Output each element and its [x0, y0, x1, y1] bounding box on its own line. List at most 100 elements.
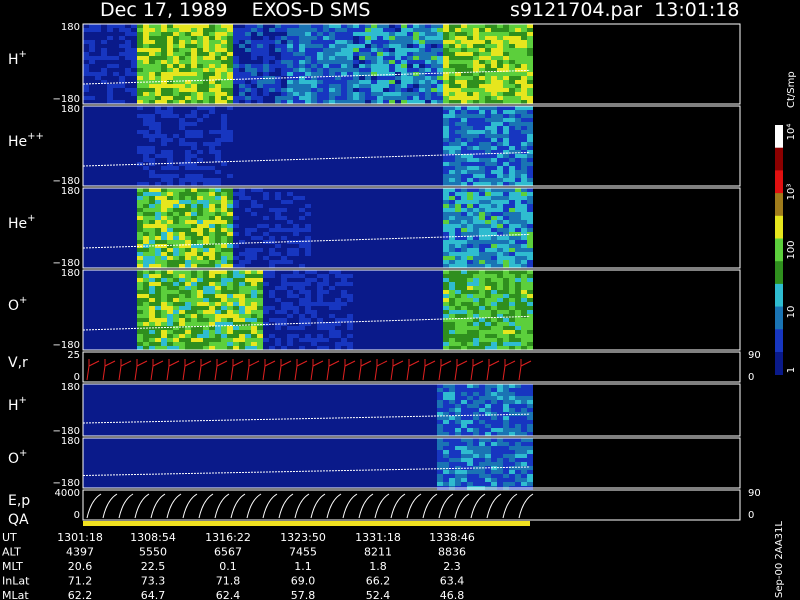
cell — [389, 84, 395, 88]
cell — [317, 346, 323, 350]
cell — [515, 264, 521, 268]
cell — [509, 252, 515, 256]
cell — [527, 420, 533, 424]
cell — [155, 68, 161, 72]
cell — [239, 334, 245, 338]
colorbar-step — [775, 283, 783, 307]
cell — [305, 72, 311, 76]
cell — [137, 322, 143, 326]
cell — [209, 216, 215, 220]
cell — [179, 80, 185, 84]
cell — [509, 466, 515, 470]
cell — [323, 278, 329, 282]
cell — [161, 52, 167, 56]
cell — [443, 220, 449, 224]
cell — [257, 322, 263, 326]
cell — [461, 80, 467, 84]
cell — [389, 28, 395, 32]
cell — [497, 240, 503, 244]
cell — [485, 420, 491, 424]
cell — [431, 72, 437, 76]
cell — [251, 310, 257, 314]
cell — [503, 166, 509, 170]
cell — [197, 130, 203, 134]
cell — [377, 96, 383, 100]
cell — [305, 92, 311, 96]
cell — [503, 388, 509, 392]
cell — [299, 282, 305, 286]
cell — [479, 134, 485, 138]
cell — [233, 80, 239, 84]
cell — [263, 216, 269, 220]
cell — [305, 334, 311, 338]
cell — [485, 216, 491, 220]
cell — [161, 166, 167, 170]
cell — [125, 88, 131, 92]
cell — [161, 286, 167, 290]
cell — [455, 174, 461, 178]
cell — [275, 212, 281, 216]
cell — [191, 174, 197, 178]
ep-trace — [246, 493, 262, 519]
cell — [527, 428, 533, 432]
cell — [137, 260, 143, 264]
cell — [497, 52, 503, 56]
cell — [119, 100, 125, 104]
cell — [461, 342, 467, 346]
cell — [515, 166, 521, 170]
cell — [167, 244, 173, 248]
cell — [425, 60, 431, 64]
cell — [461, 182, 467, 186]
cell — [473, 310, 479, 314]
cell — [185, 36, 191, 40]
cell — [191, 24, 197, 28]
cell — [161, 96, 167, 100]
cell — [461, 338, 467, 342]
cell — [443, 150, 449, 154]
cell — [515, 84, 521, 88]
trajectory — [82, 233, 531, 249]
cell — [299, 88, 305, 92]
cell — [497, 126, 503, 130]
cell — [197, 318, 203, 322]
cell — [485, 110, 491, 114]
cell — [269, 270, 275, 274]
vr-trace — [422, 359, 436, 381]
cell — [137, 290, 143, 294]
cell — [137, 346, 143, 350]
cell — [155, 88, 161, 92]
table-cell: 8836 — [438, 546, 466, 559]
cell — [215, 298, 221, 302]
cell — [377, 56, 383, 60]
cell — [503, 442, 509, 446]
cell — [347, 334, 353, 338]
ep-trace — [486, 493, 502, 519]
cell — [407, 56, 413, 60]
cell — [203, 192, 209, 196]
cell — [497, 424, 503, 428]
cell — [317, 322, 323, 326]
cell — [173, 174, 179, 178]
cell — [407, 24, 413, 28]
cell — [479, 122, 485, 126]
cell — [173, 326, 179, 330]
cell — [179, 224, 185, 228]
cell — [233, 68, 239, 72]
cell — [449, 158, 455, 162]
cell — [173, 232, 179, 236]
cell — [275, 244, 281, 248]
cell — [479, 392, 485, 396]
cell — [509, 118, 515, 122]
cell — [449, 270, 455, 274]
cell — [137, 40, 143, 44]
cell — [263, 64, 269, 68]
cell — [227, 28, 233, 32]
cell — [197, 40, 203, 44]
cell — [491, 228, 497, 232]
cell — [143, 306, 149, 310]
cell — [443, 446, 449, 450]
cell — [269, 248, 275, 252]
cell — [479, 330, 485, 334]
cell — [203, 60, 209, 64]
cell — [113, 84, 119, 88]
